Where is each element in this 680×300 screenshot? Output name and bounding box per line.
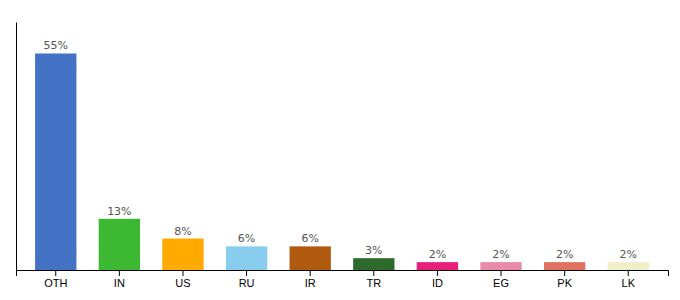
plot: 55% 13% 8% 6% 6% 3% 2% 2% 2% 2% OTH IN US RU IR TR ID EG P…	[17, 23, 669, 289]
x-tick-mark	[246, 270, 247, 276]
bar	[226, 246, 267, 270]
x-tick: IR	[305, 270, 316, 289]
bar	[162, 239, 203, 270]
x-tick-mark	[182, 270, 183, 276]
bar	[99, 219, 140, 270]
x-tick-label: TR	[366, 277, 381, 289]
bar	[608, 262, 649, 270]
data-label: 2%	[429, 248, 446, 261]
data-label: 55%	[44, 39, 68, 52]
bar	[290, 246, 331, 270]
x-tick-label: US	[175, 277, 190, 289]
x-tick: OTH	[44, 270, 67, 289]
data-label: 2%	[492, 248, 509, 261]
x-tick: LK	[622, 270, 636, 289]
data-labels: 55% 13% 8% 6% 6% 3% 2% 2% 2% 2%	[44, 39, 637, 261]
x-tick: IN	[114, 270, 125, 289]
x-tick-mark	[501, 270, 502, 276]
bars	[35, 53, 649, 270]
x-tick-label: OTH	[44, 277, 67, 289]
x-tick-label: ID	[432, 277, 443, 289]
x-tick-mark	[628, 270, 629, 276]
bar	[544, 262, 585, 270]
x-tick-mark	[119, 270, 120, 276]
x-tick-mark	[564, 270, 565, 276]
x-tick: ID	[432, 270, 443, 289]
x-tick-label: RU	[239, 277, 255, 289]
x-tick-label: IR	[305, 277, 316, 289]
y-axis	[16, 23, 17, 271]
data-label: 8%	[174, 225, 191, 238]
chart: 55% 13% 8% 6% 6% 3% 2% 2% 2% 2% OTH IN US RU IR TR ID EG P…	[0, 0, 680, 300]
y-axis-line	[16, 23, 17, 271]
x-tick: RU	[239, 270, 255, 289]
x-tick: EG	[493, 270, 509, 289]
data-label: 6%	[301, 232, 318, 245]
data-label: 13%	[107, 205, 131, 218]
x-tick-mark	[55, 270, 56, 276]
x-tick-label: LK	[622, 277, 636, 289]
bar	[417, 262, 458, 270]
data-label: 3%	[365, 244, 382, 257]
x-tick: US	[175, 270, 190, 289]
x-tick-mark	[310, 270, 311, 276]
x-axis-line	[17, 271, 669, 277]
bar	[480, 262, 521, 270]
bar	[353, 258, 394, 270]
x-tick: PK	[557, 270, 572, 289]
x-tick-label: IN	[114, 277, 125, 289]
data-label: 2%	[620, 248, 637, 261]
x-tick: TR	[366, 270, 381, 289]
x-tick-mark	[437, 270, 438, 276]
bar	[35, 53, 76, 270]
x-tick-mark	[373, 270, 374, 276]
x-axis: OTH IN US RU IR TR ID EG PK LK	[17, 270, 669, 289]
data-label: 6%	[238, 232, 255, 245]
data-label: 2%	[556, 248, 573, 261]
x-tick-label: EG	[493, 277, 509, 289]
x-tick-label: PK	[557, 277, 572, 289]
